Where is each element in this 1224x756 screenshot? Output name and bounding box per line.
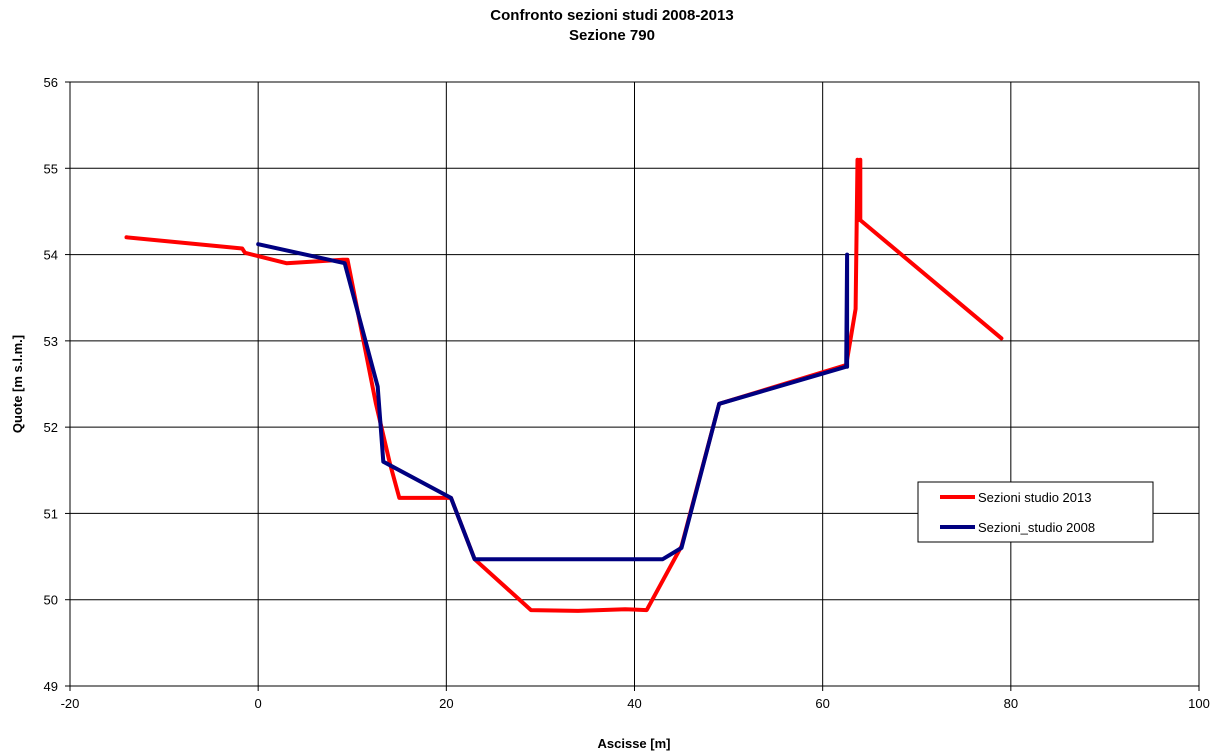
y-tick-label: 55 <box>44 161 58 176</box>
y-tick-label: 54 <box>44 248 58 263</box>
legend-label: Sezioni_studio 2008 <box>978 520 1095 535</box>
y-tick-label: 52 <box>44 420 58 435</box>
y-axis-ticks: 49 50 51 52 53 54 55 56 <box>44 75 70 694</box>
x-axis-label: Ascisse [m] <box>598 736 671 751</box>
series-lines <box>124 157 1004 613</box>
x-tick-label: -20 <box>61 696 80 711</box>
x-tick-label: 20 <box>439 696 453 711</box>
x-axis-ticks: -20 0 20 40 60 80 100 <box>61 686 1210 711</box>
x-tick-label: 100 <box>1188 696 1210 711</box>
chart-subtitle: Sezione 790 <box>569 27 655 44</box>
y-tick-label: 51 <box>44 506 58 521</box>
series-line-2 <box>256 242 850 562</box>
y-tick-label: 53 <box>44 334 58 349</box>
y-tick-label: 49 <box>44 679 58 694</box>
y-axis-label: Quote [m s.l.m.] <box>10 335 25 433</box>
x-tick-label: 60 <box>815 696 829 711</box>
legend-label: Sezioni studio 2013 <box>978 490 1091 505</box>
x-tick-label: 0 <box>255 696 262 711</box>
x-tick-label: 40 <box>627 696 641 711</box>
legend: Sezioni studio 2013 Sezioni_studio 2008 <box>917 481 1154 543</box>
y-tick-label: 50 <box>44 593 58 608</box>
legend-box <box>917 481 1154 543</box>
y-tick-label: 56 <box>44 75 58 90</box>
grid-lines <box>70 82 1199 686</box>
chart-title: Confronto sezioni studi 2008-2013 <box>490 7 734 24</box>
x-tick-label: 80 <box>1004 696 1018 711</box>
